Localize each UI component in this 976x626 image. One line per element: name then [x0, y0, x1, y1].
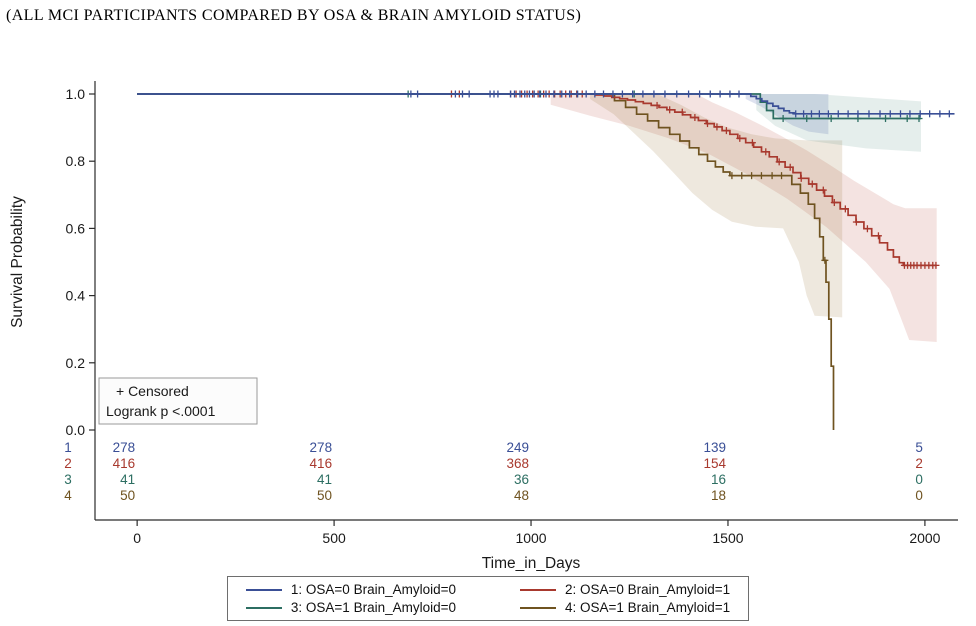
- at-risk-count: 368: [506, 456, 529, 471]
- at-risk-count: 0: [915, 472, 923, 487]
- at-risk-count: 416: [113, 456, 136, 471]
- at-risk-count: 416: [310, 456, 333, 471]
- legend-item-2: 2: OSA=0 Brain_Amyloid=1: [520, 582, 730, 597]
- legend-line-sample: [520, 606, 556, 609]
- at-risk-group-label: 1: [64, 440, 72, 455]
- legend-line-sample: [245, 588, 282, 591]
- at-risk-count: 249: [506, 440, 529, 455]
- chart-title: (ALL MCI PARTICIPANTS COMPARED BY OSA & …: [6, 7, 582, 24]
- confidence-band-4: [590, 94, 843, 318]
- censor-marks-1: [407, 90, 953, 118]
- x-axis-title: Time_in_Days: [482, 555, 581, 572]
- at-risk-count: 0: [915, 488, 923, 503]
- at-risk-count: 48: [514, 488, 529, 503]
- annotation-box: [98, 377, 258, 425]
- logrank-label: Logrank p <.0001: [106, 403, 216, 419]
- legend-label: 3: OSA=1 Brain_Amyloid=0: [290, 600, 456, 615]
- legend-item-3: 3: OSA=1 Brain_Amyloid=0: [245, 600, 456, 615]
- at-risk-count: 154: [703, 456, 726, 471]
- at-risk-count: 16: [711, 472, 726, 487]
- axes: 0.00.20.40.60.81.00 500 1000 1500 2000Time_i…: [9, 81, 958, 572]
- confidence-bands: [550, 94, 937, 342]
- confidence-band-3: [756, 94, 921, 152]
- at-risk-table: 1 278 278 249 139 52 416 416 368 154 23 41 41 36 16 04 5…: [64, 440, 923, 503]
- at-risk-count: 50: [317, 488, 332, 503]
- at-risk-count: 41: [317, 472, 332, 487]
- at-risk-count: 41: [120, 472, 135, 487]
- censored-annotation: + Censored Logrank p <.0001: [98, 377, 258, 425]
- legend-label: 2: OSA=0 Brain_Amyloid=1: [565, 582, 731, 597]
- y-tick-label: 0.0: [66, 422, 86, 438]
- at-risk-group-label: 3: [64, 472, 72, 487]
- at-risk-count: 2: [915, 456, 923, 471]
- y-tick-label: 1.0: [66, 86, 86, 102]
- at-risk-count: 278: [310, 440, 333, 455]
- x-tick-label: 2000: [909, 530, 940, 546]
- at-risk-count: 50: [120, 488, 135, 503]
- legend-item-1: 1: OSA=0 Brain_Amyloid=0: [245, 582, 456, 597]
- y-tick-label: 0.2: [66, 355, 86, 371]
- chart-legend: 1: OSA=0 Brain_Amyloid=0 2: OSA=0 Brain_A…: [226, 576, 750, 621]
- at-risk-count: 139: [703, 440, 726, 455]
- x-tick-label: 1000: [515, 530, 546, 546]
- y-axis-title: Survival Probability: [9, 196, 26, 328]
- at-risk-count: 278: [113, 440, 136, 455]
- legend-line-sample: [520, 588, 556, 591]
- confidence-band-2: [550, 94, 937, 342]
- censored-label: + Censored: [116, 383, 189, 399]
- legend-item-4: 4: OSA=1 Brain_Amyloid=1: [520, 600, 730, 615]
- legend-label: 1: OSA=0 Brain_Amyloid=0: [290, 582, 456, 597]
- legend-label: 4: OSA=1 Brain_Amyloid=1: [565, 600, 731, 615]
- at-risk-count: 5: [915, 440, 923, 455]
- censor-marks-4: [728, 172, 829, 264]
- at-risk-group-label: 2: [64, 456, 72, 471]
- x-tick-label: 500: [322, 530, 346, 546]
- x-tick-label: 0: [133, 530, 141, 546]
- y-tick-label: 0.6: [66, 220, 86, 236]
- at-risk-count: 36: [514, 472, 529, 487]
- at-risk-count: 18: [711, 488, 726, 503]
- x-tick-label: 1500: [712, 530, 743, 546]
- survival-curves: [137, 90, 955, 430]
- survival-curve-1: [137, 93, 955, 115]
- y-tick-label: 0.4: [66, 288, 86, 304]
- at-risk-group-label: 4: [64, 488, 72, 503]
- y-tick-label: 0.8: [66, 153, 86, 169]
- survival-chart: 0.00.20.40.60.81.00 500 1000 1500 2000Time_i…: [9, 81, 958, 572]
- legend-line-sample: [245, 606, 282, 609]
